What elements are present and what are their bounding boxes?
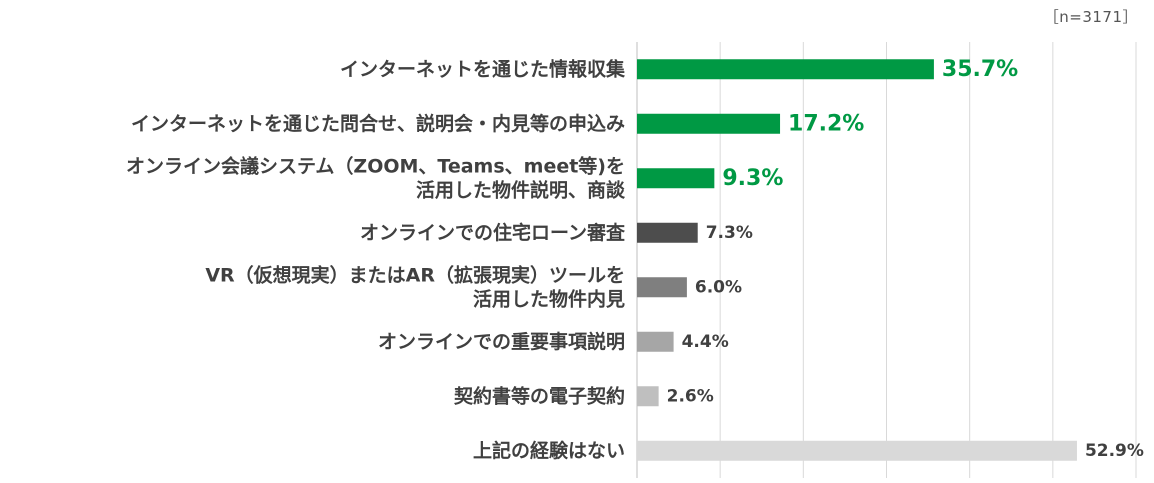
value-label: 4.4%: [682, 332, 729, 352]
sample-size-note: ［n=3171］: [1043, 8, 1138, 26]
category-label-line: 活用した物件内見: [473, 287, 625, 310]
category-label-line: オンラインでの住宅ローン審査: [360, 221, 626, 244]
chart-gridlines: [636, 42, 1137, 478]
category-label: オンライン会議システム（ZOOM、Teams、meet等)を活用した物件説明、商…: [126, 154, 626, 201]
chart-bars: [637, 59, 1077, 461]
category-label-line: 活用した物件説明、商談: [416, 178, 626, 201]
category-label: オンラインでの重要事項説明: [378, 330, 625, 353]
bar: [637, 168, 715, 189]
category-labels: インターネットを通じた情報収集インターネットを通じた問合せ、説明会・内見等の申込…: [126, 57, 626, 462]
value-label: 6.0%: [695, 277, 742, 297]
category-label: 上記の経験はない: [473, 439, 625, 462]
category-label-line: インターネットを通じた問合せ、説明会・内見等の申込み: [131, 112, 625, 135]
category-label-line: オンライン会議システム（ZOOM、Teams、meet等)を: [126, 154, 625, 177]
category-label-line: VR（仮想現実）またはAR（拡張現実）ツールを: [205, 263, 625, 286]
value-label: 2.6%: [667, 386, 714, 406]
category-label: インターネットを通じた問合せ、説明会・内見等の申込み: [131, 112, 625, 135]
bar: [637, 386, 659, 407]
value-labels: 35.7% 17.2% 9.3% 7.3% 6.0% 4.4% 2.6% 52.9%: [667, 57, 1144, 461]
value-label: 52.9%: [1085, 441, 1144, 461]
category-label-line: オンラインでの重要事項説明: [378, 330, 625, 353]
category-label: 契約書等の電子契約: [453, 384, 625, 407]
bar: [637, 277, 687, 298]
bar: [637, 59, 934, 80]
value-label: 7.3%: [706, 223, 753, 243]
category-label-line: インターネットを通じた情報収集: [340, 57, 626, 80]
bar: [637, 440, 1077, 461]
category-label-line: 契約書等の電子契約: [453, 384, 625, 407]
bar: [637, 331, 674, 352]
category-label: オンラインでの住宅ローン審査: [360, 221, 626, 244]
value-label: 17.2%: [788, 111, 864, 136]
category-label: VR（仮想現実）またはAR（拡張現実）ツールを活用した物件内見: [205, 263, 625, 310]
bar: [637, 222, 698, 243]
category-label-line: 上記の経験はない: [473, 439, 625, 462]
value-label: 35.7%: [942, 57, 1018, 82]
bar: [637, 113, 781, 134]
category-label: インターネットを通じた情報収集: [340, 57, 626, 80]
value-label: 9.3%: [722, 166, 783, 191]
